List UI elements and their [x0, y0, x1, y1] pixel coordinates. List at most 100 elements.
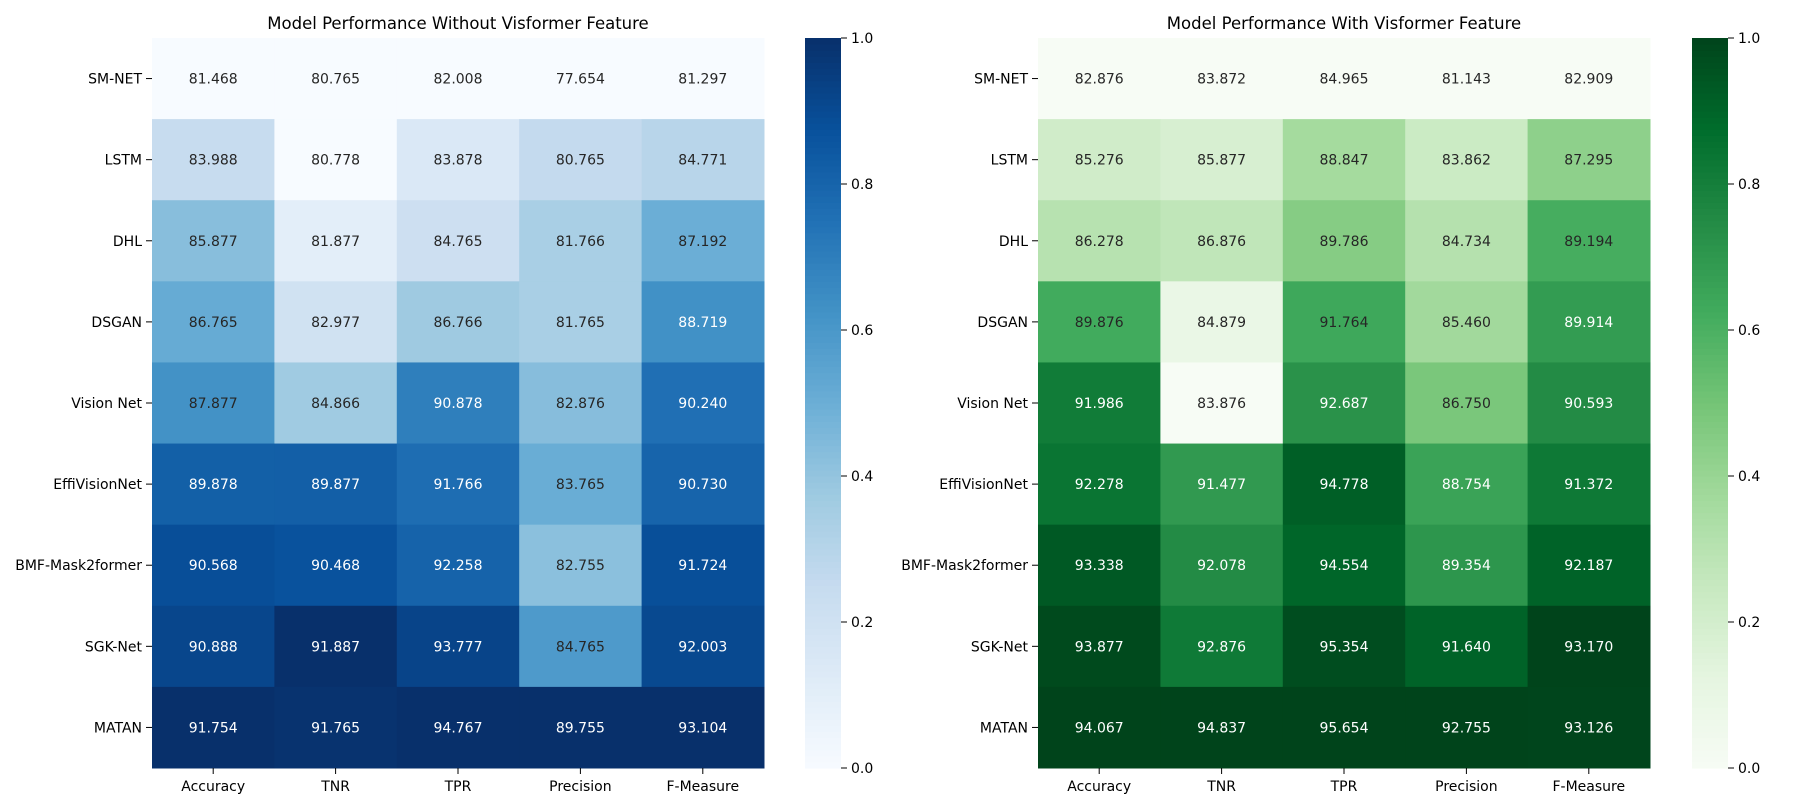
row-tick-label: MATAN — [980, 720, 1028, 736]
colorbar-segment — [805, 62, 841, 70]
colorbar-segment — [1692, 573, 1728, 581]
colorbar-segment — [1692, 719, 1728, 727]
colorbar-segment — [1692, 208, 1728, 216]
colorbar-segment — [1692, 263, 1728, 270]
colorbar-segment — [1692, 366, 1728, 374]
cell-value-label: 90.878 — [434, 396, 483, 412]
cell-value-label: 82.876 — [1075, 72, 1124, 88]
colorbar-segment — [805, 518, 841, 526]
cell-value-label: 82.977 — [311, 315, 360, 331]
cell-value-label: 83.872 — [1197, 72, 1246, 88]
row-tick-label: Vision Net — [957, 396, 1028, 412]
colorbar-segment — [1692, 463, 1728, 471]
colorbar-segment — [1692, 676, 1728, 684]
heatmap-cell — [274, 362, 398, 445]
heatmap-cell — [641, 362, 765, 445]
row-tick-label: SM-NET — [974, 72, 1028, 88]
heatmap-cell — [1282, 524, 1406, 607]
heatmap-cell — [1527, 281, 1651, 363]
cell-value-label: 89.786 — [1320, 234, 1369, 250]
cell-value-label: 80.765 — [311, 72, 360, 88]
colorbar-segment — [805, 384, 841, 392]
colorbar-segment — [1692, 293, 1728, 301]
colorbar-segment — [1692, 92, 1728, 100]
heatmap-cell — [274, 119, 398, 201]
colorbar-segment — [805, 287, 841, 295]
colorbar-segment — [805, 208, 841, 216]
heatmap-cell — [1527, 443, 1651, 526]
heatmap-cell — [1160, 362, 1284, 445]
cell-value-label: 85.877 — [1197, 153, 1246, 169]
heatmap-cell — [641, 686, 765, 769]
colorbar-segment — [805, 74, 841, 82]
colorbar-segment — [805, 403, 841, 410]
colorbar-segment — [805, 664, 841, 672]
heatmap-cell — [1405, 38, 1529, 120]
colorbar-tick-label: 0.8 — [1738, 177, 1760, 193]
cell-value-label: 82.755 — [556, 558, 605, 574]
colorbar-segment — [805, 190, 841, 197]
cell-value-label: 86.750 — [1442, 396, 1491, 412]
cell-value-label: 93.777 — [434, 639, 483, 655]
heatmap-cell — [1038, 605, 1161, 688]
column-tick-label: F-Measure — [1552, 779, 1625, 795]
colorbar-segment — [805, 323, 841, 331]
heatmap-cell — [1160, 119, 1284, 201]
colorbar-segment — [1692, 445, 1728, 453]
colorbar-tick-label: 1.0 — [1738, 31, 1760, 47]
cell-value-label: 92.687 — [1320, 396, 1369, 412]
colorbar-segment — [1692, 62, 1728, 70]
cell-value-label: 93.877 — [1075, 639, 1124, 655]
column-tick-label: TPR — [1330, 779, 1358, 795]
cell-value-label: 93.104 — [678, 720, 727, 736]
heatmap-cell — [396, 362, 520, 445]
cell-value-label: 81.468 — [189, 72, 238, 88]
cell-value-label: 94.554 — [1320, 558, 1369, 574]
colorbar-segment — [805, 415, 841, 422]
heatmap-cell — [1038, 119, 1161, 201]
colorbar-segment — [1692, 372, 1728, 380]
heatmap-cell — [519, 38, 643, 120]
colorbar-segment — [805, 628, 841, 635]
colorbar-segment — [805, 469, 841, 477]
heatmap-cell — [1160, 200, 1284, 282]
row-tick-label: DHL — [999, 234, 1028, 250]
heatmap-cell — [1282, 686, 1406, 769]
colorbar-segment — [1692, 360, 1728, 368]
colorbar-segment — [1692, 129, 1728, 136]
colorbar-segment — [1692, 701, 1728, 708]
heatmap-cell — [1282, 443, 1406, 526]
heatmap-cell — [274, 281, 398, 363]
colorbar-segment — [1692, 688, 1728, 696]
heatmap-cell — [1282, 200, 1406, 282]
cell-value-label: 88.847 — [1320, 153, 1369, 169]
colorbar-segment — [805, 622, 841, 629]
cell-value-label: 94.837 — [1197, 720, 1246, 736]
cell-value-label: 83.862 — [1442, 153, 1491, 169]
cell-value-label: 89.878 — [189, 477, 238, 493]
colorbar-segment — [1692, 476, 1728, 483]
heatmap-cell — [396, 119, 520, 201]
heatmap-cell — [1405, 362, 1529, 445]
colorbar-segment — [1692, 597, 1728, 605]
colorbar-segment — [1692, 50, 1728, 57]
colorbar-segment — [1692, 591, 1728, 599]
colorbar-segment — [1692, 165, 1728, 173]
cell-value-label: 89.194 — [1564, 234, 1613, 250]
colorbar-segment — [1692, 330, 1728, 337]
colorbar-segment — [1692, 652, 1728, 660]
cell-value-label: 85.276 — [1075, 153, 1124, 169]
row-tick-label: DSGAN — [977, 315, 1028, 331]
colorbar-segment — [805, 396, 841, 404]
colorbar-segment — [805, 372, 841, 380]
colorbar-segment — [1692, 421, 1728, 428]
cell-value-label: 92.258 — [434, 558, 483, 574]
heatmap-cell — [396, 38, 520, 120]
colorbar-segment — [1692, 403, 1728, 410]
heatmap-cell — [1160, 686, 1284, 769]
colorbar-segment — [1692, 396, 1728, 404]
colorbar-segment — [1692, 488, 1728, 495]
column-tick-label: Accuracy — [1067, 779, 1131, 795]
cell-value-label: 93.170 — [1564, 639, 1613, 655]
cell-value-label: 92.755 — [1442, 720, 1491, 736]
